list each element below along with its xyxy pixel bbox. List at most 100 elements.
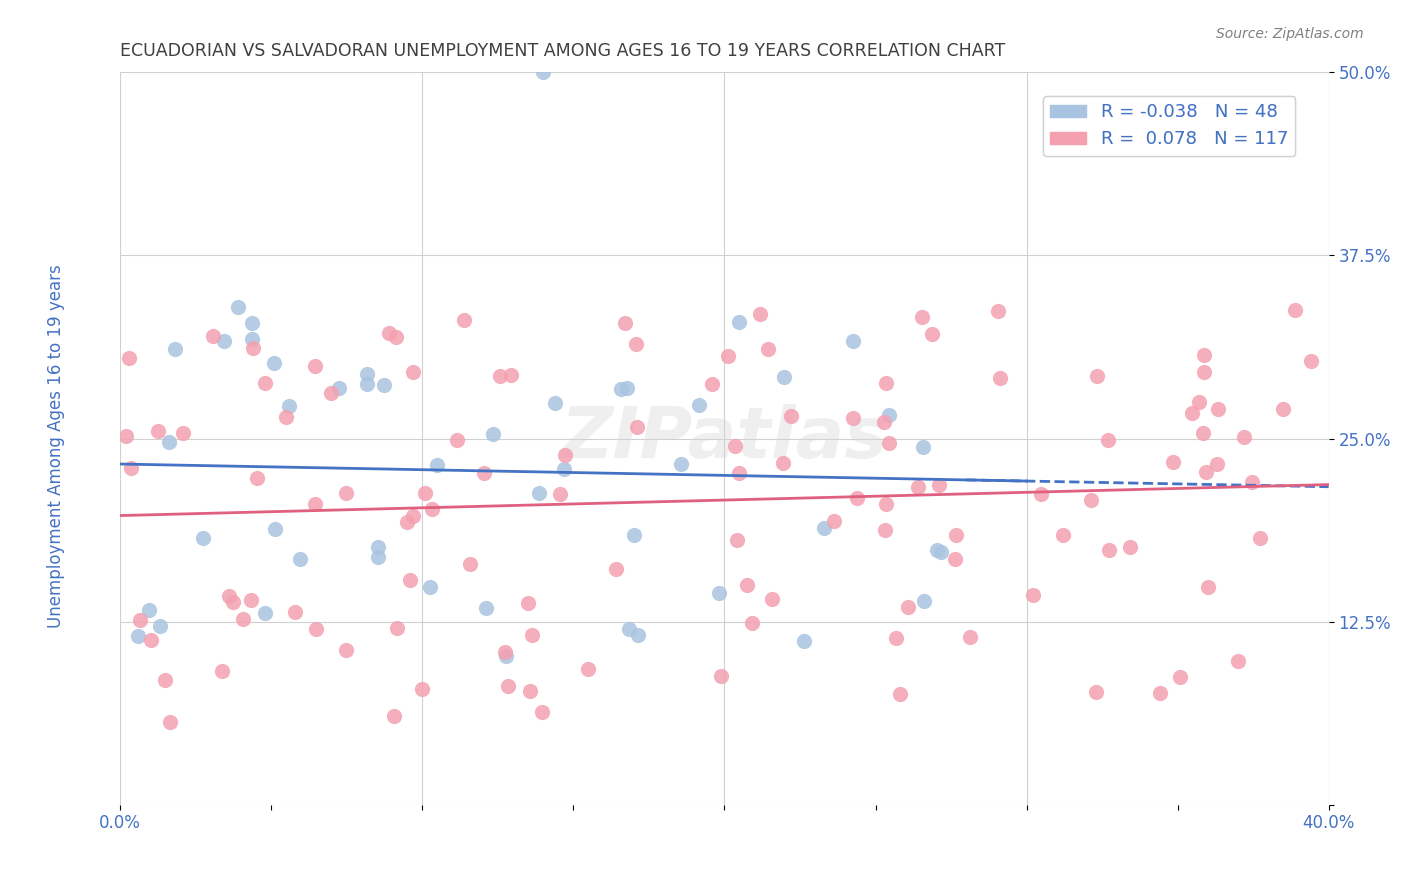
Point xyxy=(1085,368,1108,383)
Point xyxy=(717,349,740,363)
Point xyxy=(385,621,408,635)
Point xyxy=(793,634,815,648)
Point xyxy=(239,593,262,607)
Point xyxy=(1195,466,1218,480)
Point xyxy=(884,632,907,646)
Point xyxy=(626,420,648,434)
Point xyxy=(328,381,350,395)
Point xyxy=(756,343,779,357)
Point xyxy=(335,643,357,657)
Point xyxy=(1029,487,1052,501)
Point xyxy=(925,543,948,558)
Point xyxy=(489,369,512,384)
Point xyxy=(749,307,772,321)
Point xyxy=(1098,542,1121,557)
Point xyxy=(1206,402,1229,417)
Point xyxy=(222,595,245,609)
Point xyxy=(813,520,835,534)
Point xyxy=(335,486,357,500)
Text: ECUADORIAN VS SALVADORAN UNEMPLOYMENT AMONG AGES 16 TO 19 YEARS CORRELATION CHAR: ECUADORIAN VS SALVADORAN UNEMPLOYMENT AM… xyxy=(121,42,1005,60)
Point xyxy=(531,65,554,79)
Point xyxy=(724,439,747,453)
Point xyxy=(1170,670,1192,684)
Point xyxy=(943,552,966,566)
Point xyxy=(1188,394,1211,409)
Point xyxy=(527,486,550,500)
Point xyxy=(165,342,187,356)
Point xyxy=(1118,540,1140,554)
Point xyxy=(873,415,896,429)
Point xyxy=(610,383,633,397)
Point xyxy=(212,334,235,349)
Point xyxy=(986,303,1008,318)
Point xyxy=(727,533,749,547)
Point xyxy=(226,300,249,314)
Point xyxy=(1194,348,1216,362)
Point xyxy=(728,315,751,329)
Point xyxy=(907,480,929,494)
Point xyxy=(276,409,298,424)
Point xyxy=(264,522,287,536)
Point xyxy=(253,606,276,620)
Point xyxy=(218,589,240,603)
Text: ZIPatlas: ZIPatlas xyxy=(561,404,889,473)
Point xyxy=(842,334,865,348)
Point xyxy=(153,673,176,687)
Point xyxy=(499,368,522,382)
Point xyxy=(304,497,326,511)
Point xyxy=(284,605,307,619)
Point xyxy=(120,460,142,475)
Point xyxy=(159,434,181,449)
Point xyxy=(377,326,399,341)
Point xyxy=(246,471,269,485)
Point xyxy=(148,424,170,438)
Point xyxy=(1233,430,1256,444)
Point xyxy=(875,523,897,537)
Point xyxy=(889,687,911,701)
Point xyxy=(402,365,425,379)
Text: Source: ZipAtlas.com: Source: ZipAtlas.com xyxy=(1216,27,1364,41)
Point xyxy=(988,371,1011,385)
Point xyxy=(1181,406,1204,420)
Point xyxy=(522,627,544,641)
Point xyxy=(1194,365,1216,379)
Point xyxy=(127,629,149,643)
Point xyxy=(420,502,443,516)
Point xyxy=(411,681,433,696)
Point xyxy=(921,326,943,341)
Point xyxy=(741,615,763,630)
Point xyxy=(242,341,264,355)
Point xyxy=(115,429,138,443)
Point xyxy=(875,376,897,391)
Point xyxy=(472,466,495,480)
Point xyxy=(202,329,225,343)
Text: Unemployment Among Ages 16 to 19 years: Unemployment Among Ages 16 to 19 years xyxy=(48,264,65,628)
Point xyxy=(319,386,342,401)
Point xyxy=(1097,433,1119,447)
Point xyxy=(688,399,710,413)
Point xyxy=(1192,426,1215,441)
Point xyxy=(626,337,648,351)
Point xyxy=(875,497,897,511)
Point xyxy=(304,622,326,636)
Point xyxy=(700,377,723,392)
Point xyxy=(139,633,162,648)
Point xyxy=(928,478,950,492)
Point xyxy=(531,706,554,720)
Point xyxy=(613,316,636,330)
Point xyxy=(623,527,645,541)
Point xyxy=(460,558,482,572)
Point xyxy=(669,457,692,471)
Point xyxy=(710,669,733,683)
Point xyxy=(240,317,263,331)
Point xyxy=(735,578,758,592)
Point xyxy=(211,664,233,678)
Point xyxy=(773,369,796,384)
Point xyxy=(474,601,496,615)
Point xyxy=(845,491,868,506)
Point xyxy=(553,461,575,475)
Point xyxy=(616,381,638,395)
Point xyxy=(914,594,936,608)
Point xyxy=(396,515,419,529)
Point xyxy=(1301,354,1323,368)
